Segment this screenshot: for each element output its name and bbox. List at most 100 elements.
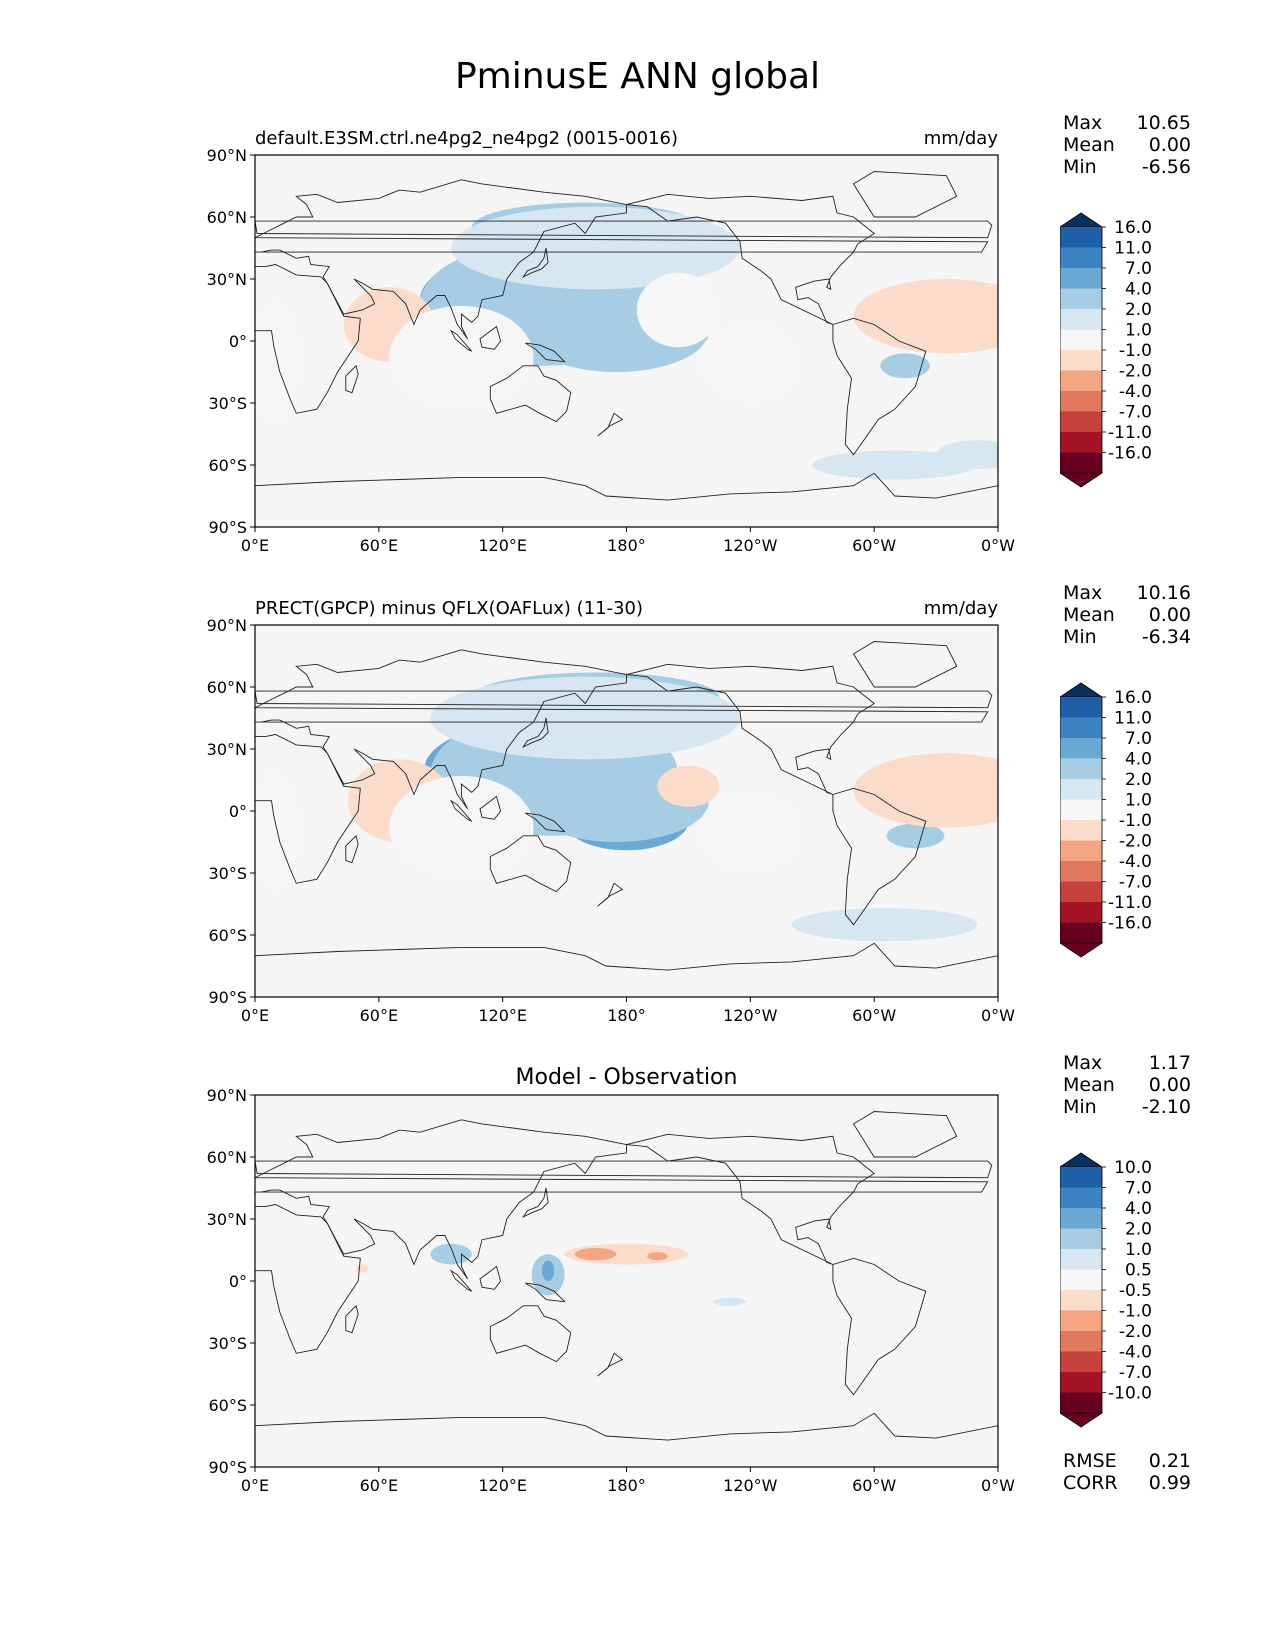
colorbar-extend-bottom [1060,472,1104,488]
lon-tick-label: 60°W [852,1006,896,1025]
lon-tick-label: 0°E [241,536,269,555]
lat-tick-label: 30°S [208,394,247,413]
colorbar-extend-top [1060,1152,1104,1168]
lat-tick-label: 0° [229,332,247,351]
coastline [626,1133,875,1265]
coastlines [255,641,998,997]
colorbar-label: -2.0 [1119,1322,1152,1342]
colorbar-label: 1.0 [1125,321,1152,341]
coastline [852,171,958,218]
lon-tick-label: 60°E [360,1006,398,1025]
lon-tick-label: 0°W [981,1476,1015,1495]
map-plot: PRECT(GPCP) minus QFLX(OAFLux) (11-30) mm… [207,598,1016,1025]
colorbar-label: -7.0 [1119,403,1152,423]
panel-title: Model - Observation [516,1065,738,1090]
negative-contour [657,765,720,807]
colorbar-segment [1060,738,1102,759]
colorbar-label: -10.0 [1108,1384,1152,1404]
coastline [255,179,989,340]
lon-tick-label: 180° [607,1476,646,1495]
colorbar-label: -7.0 [1119,873,1152,893]
mean-value: 0.00 [1148,134,1191,156]
positive-contour [451,206,741,290]
lat-tick-label: 60°N [207,678,247,697]
colorbar-label: 11.0 [1114,239,1152,259]
coastline [255,1204,361,1354]
colorbar-extend-bottom [1060,1412,1104,1428]
colorbar-segment [1060,1269,1102,1290]
lon-tick-label: 0°W [981,1006,1015,1025]
positive-contour [713,1297,747,1306]
coastlines [255,171,998,527]
lat-tick-label: 30°S [208,864,247,883]
corr-value: 0.99 [1148,1472,1191,1494]
negative-contour [698,320,802,403]
coastline [525,1282,566,1303]
lon-tick-label: 120°E [478,536,527,555]
coastline [479,1265,502,1290]
colorbar-segment [1060,881,1102,902]
colorbar-label: 2.0 [1125,770,1152,790]
lat-tick-label: 60°S [208,456,247,475]
lon-tick-label: 60°E [360,1476,398,1495]
colorbar-segment [1060,268,1102,289]
mean-label: Mean [1063,604,1115,626]
coastline [479,795,502,820]
positive-contour [886,823,945,849]
colorbar-segment [1060,1167,1102,1188]
colorbar-label: -4.0 [1119,852,1152,872]
coastlines [255,1111,998,1467]
min-value: -6.56 [1141,156,1191,178]
coastline [255,472,998,527]
colorbar-label: -16.0 [1108,914,1152,934]
max-label: Max [1063,582,1103,604]
negative-contour [636,272,720,348]
colorbar: 10.07.04.02.01.00.5-0.5-1.0-2.0-4.0-7.0-… [1060,1152,1152,1428]
coastline [852,1111,958,1158]
lon-tick-label: 180° [607,1006,646,1025]
corr-label: CORR [1063,1472,1118,1494]
mean-value: 0.00 [1148,604,1191,626]
coastline [489,1305,572,1363]
colorbar-segment [1060,861,1102,882]
colorbar-segment [1060,1290,1102,1311]
colorbar-label: -4.0 [1119,382,1152,402]
coastline [832,317,927,456]
colorbar-segment [1060,411,1102,432]
colorbar-label: 2.0 [1125,300,1152,320]
colorbar-label: 11.0 [1114,709,1152,729]
coastline [489,835,572,893]
colorbar-segment [1060,288,1102,309]
coastline [525,812,566,833]
lon-tick-label: 120°W [723,536,778,555]
colorbar-segment [1060,1228,1102,1249]
coastline [255,1119,989,1280]
negative-contour [647,1252,668,1261]
negative-contour [853,279,998,354]
colorbar-segment [1060,717,1102,738]
max-label: Max [1063,1052,1103,1074]
colorbar-label: 10.0 [1114,1158,1152,1178]
lon-tick-label: 60°E [360,536,398,555]
rmse-value: 0.21 [1148,1450,1191,1472]
coastline [525,342,566,363]
colorbar-label: -0.5 [1119,1281,1152,1301]
panel-test: default.E3SM.ctrl.ne4pg2_ne4pg2 (0015-00… [0,110,1275,580]
colorbar-segment [1060,902,1102,923]
colorbar-label: -1.0 [1119,341,1152,361]
colorbar-segment [1060,820,1102,841]
min-label: Min [1063,1096,1097,1118]
min-label: Min [1063,626,1097,648]
colorbar-segment [1060,1351,1102,1372]
colorbar-label: 1.0 [1125,1240,1152,1260]
units-label: mm/day [924,128,999,149]
colorbar-segment [1060,1372,1102,1393]
coastline [255,690,993,709]
max-label: Max [1063,112,1103,134]
colorbar-label: 16.0 [1114,688,1152,708]
positive-contour [541,1260,555,1281]
lon-tick-label: 60°W [852,1476,896,1495]
mean-label: Mean [1063,134,1115,156]
coastline [449,1269,473,1292]
colorbar-segment [1060,1392,1102,1413]
